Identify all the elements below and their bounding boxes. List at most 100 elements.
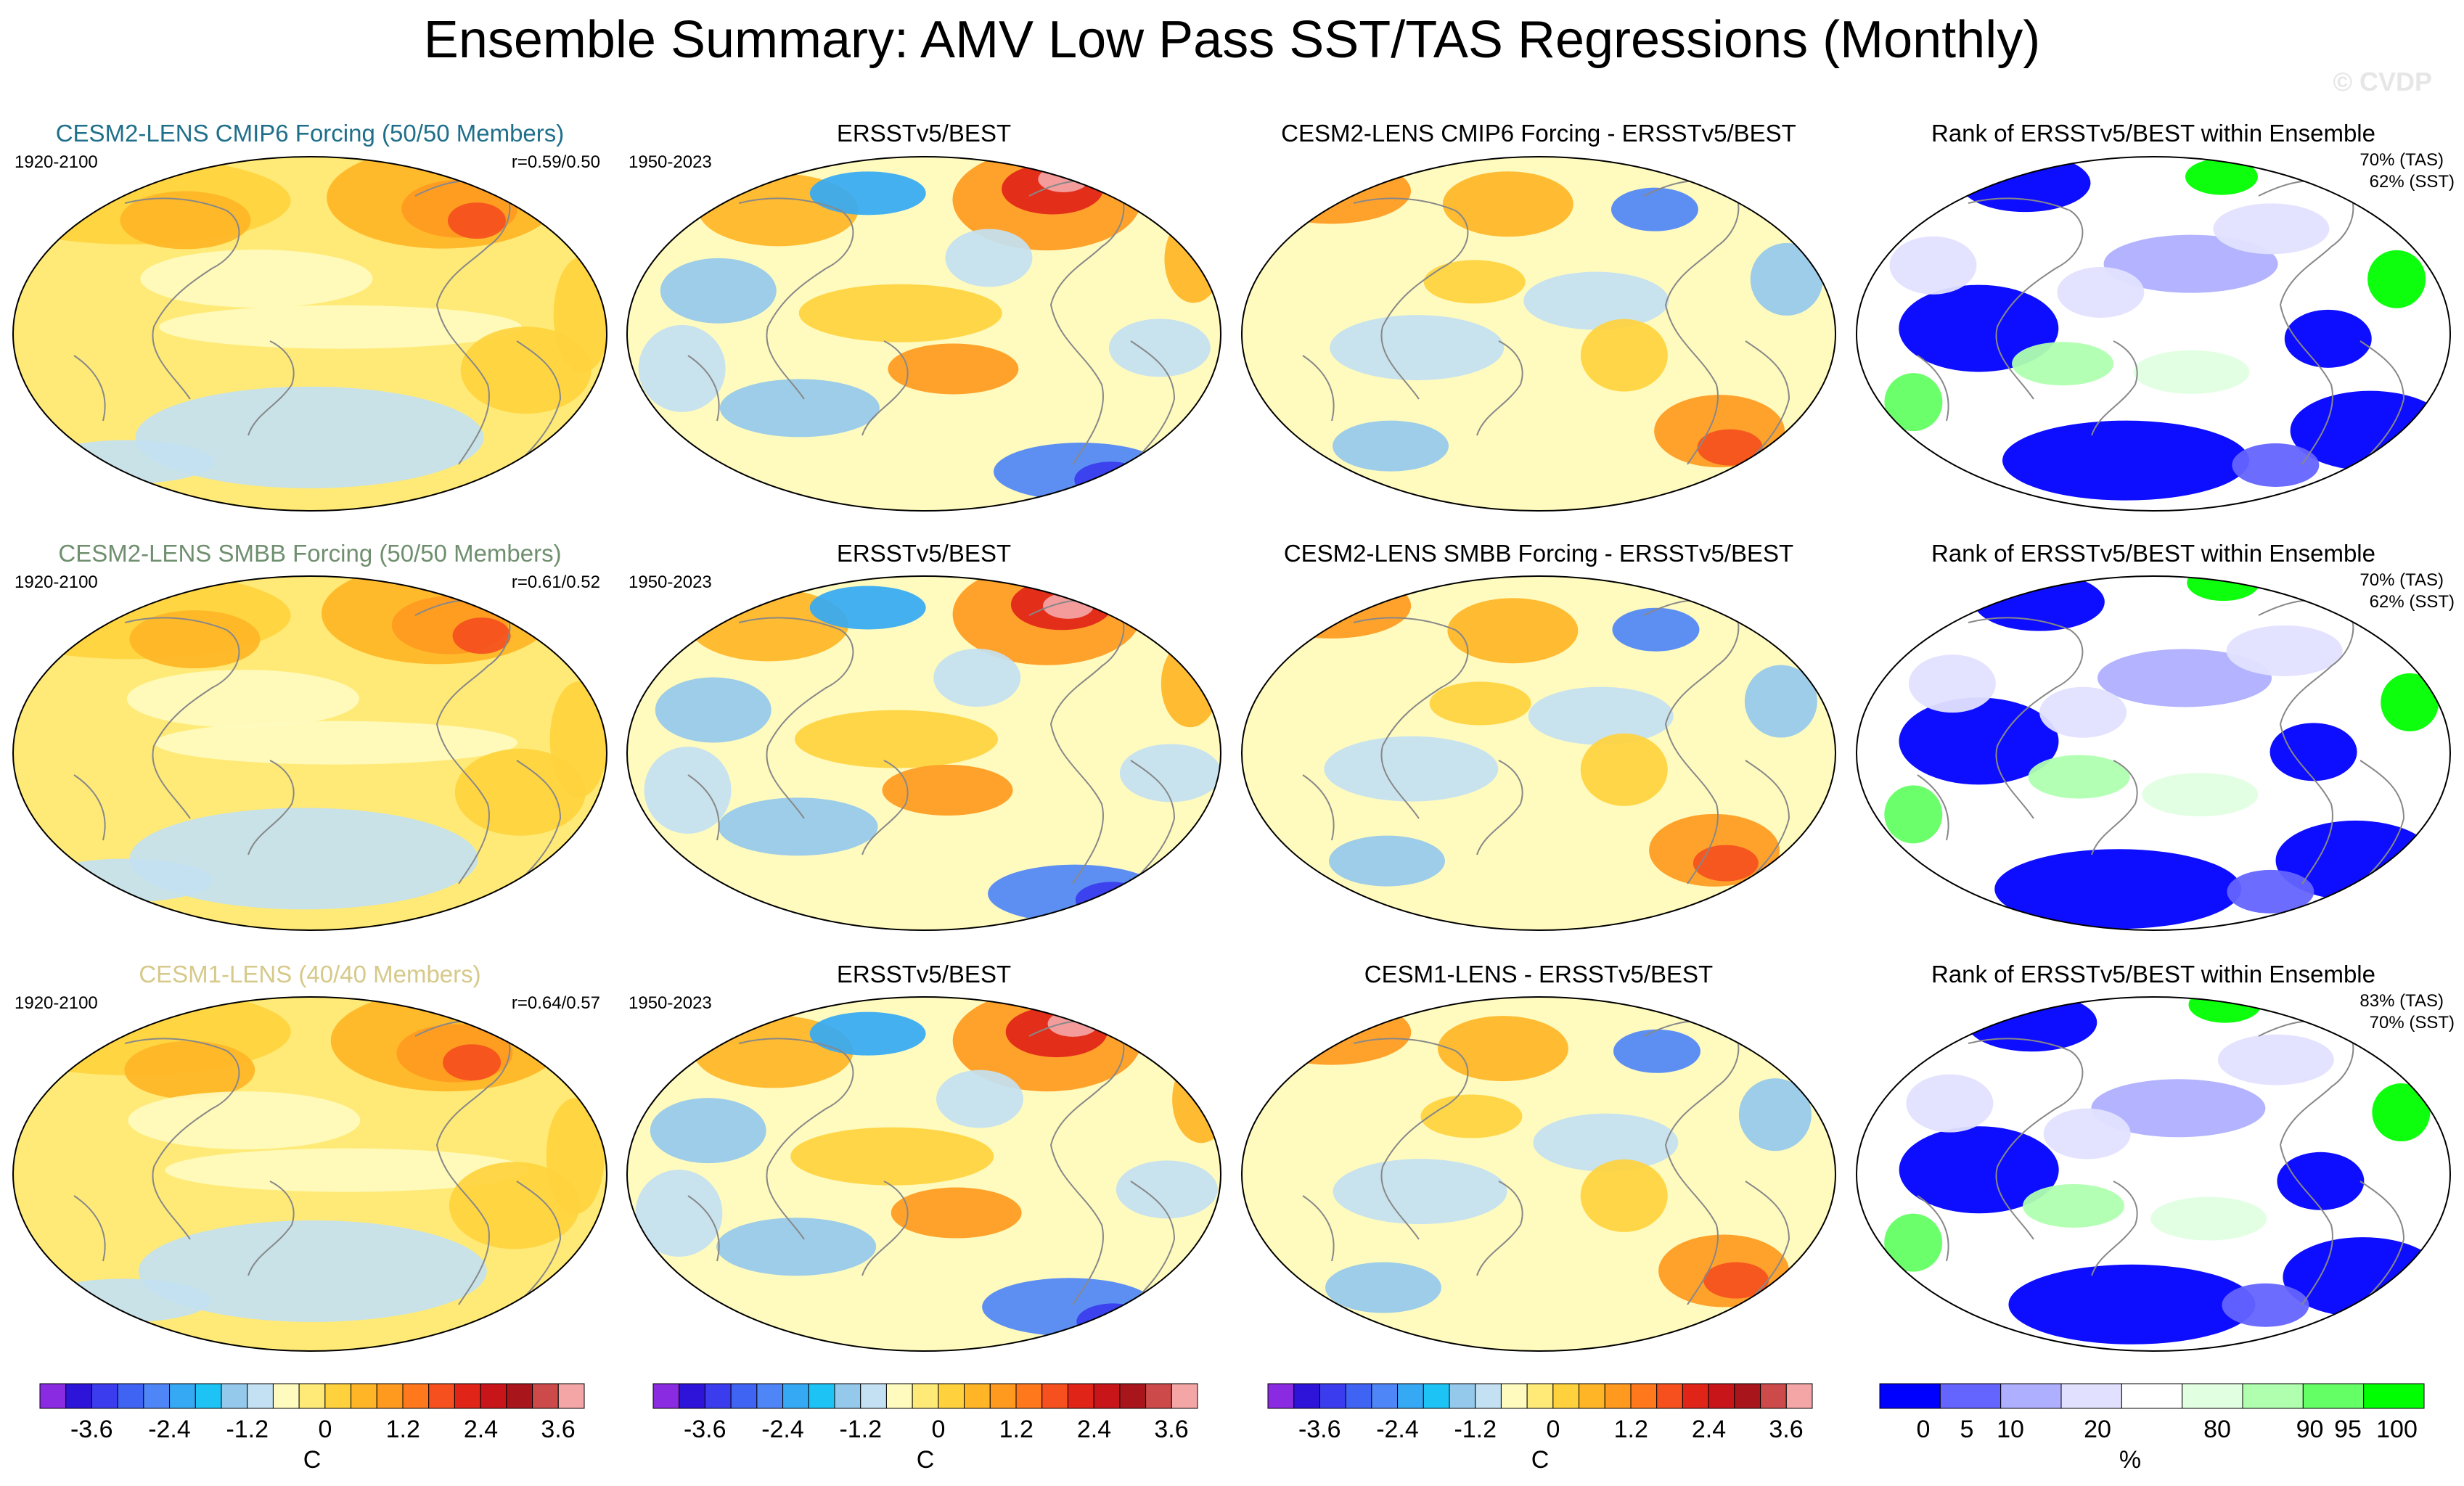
temperature-colorbar-3-unit-label: C [1531,1446,1550,1474]
obs-period-row2: 1950-2023 [629,572,712,592]
rank-colorbar-swatch [1879,1383,1941,1409]
temperature-colorbar-2-swatch [652,1383,680,1409]
temperature-colorbar-2-swatch [782,1383,809,1409]
rank-colorbar-swatch [1939,1383,2002,1409]
temperature-colorbar-1-swatch [480,1383,507,1409]
rank-sst-row2: 62% (SST) [2369,592,2455,612]
model-period-row1: 1920-2100 [15,152,98,172]
temperature-colorbar-1-swatch [454,1383,481,1409]
obs-map-row2 [623,572,1225,938]
obs-map-row1 [623,152,1225,519]
temperature-colorbar-1-swatch [117,1383,144,1409]
model-map-row1 [9,152,611,519]
obs-map-row3 [623,993,1225,1359]
temperature-colorbar-3-swatch [1579,1383,1605,1409]
rank-colorbar-tick-label: 100 [2376,1416,2418,1443]
temperature-colorbar-3-swatch [1604,1383,1632,1409]
rank-tas-row3: 83% (TAS) [2359,991,2444,1011]
temperature-colorbar-1-swatch [351,1383,377,1409]
temperature-colorbar-2-swatch [860,1383,887,1409]
temperature-colorbar-2-swatch [912,1383,939,1409]
rank-colorbar-tick-label: 90 [2296,1416,2324,1443]
temperature-colorbar-1-tick-label: 0 [319,1416,332,1443]
temperature-colorbar-1-tick-label: -1.2 [226,1416,269,1443]
rank-colorbar-swatch [2302,1383,2365,1409]
temperature-colorbar-2-swatch [834,1383,861,1409]
temperature-colorbar-1-swatch [65,1383,92,1409]
rank-sst-row1: 62% (SST) [2369,172,2455,192]
temperature-colorbar-2-swatch [1171,1383,1198,1409]
obs-period-row3: 1950-2023 [629,993,712,1013]
temperature-colorbar-1: -3.6 -2.4 -1.2 0 1.2 2.4 3.6 C [33,1382,592,1484]
temperature-colorbar-3-swatch [1475,1383,1502,1409]
temperature-colorbar-2-tick-label: 0 [932,1416,946,1443]
temperature-colorbar-3-tick-label: 1.2 [1614,1416,1648,1443]
temperature-colorbar-2-swatch [964,1383,991,1409]
map-diff-2 [1241,996,1836,1352]
temperature-colorbar-1-swatch [506,1383,533,1409]
map-diff-0 [1241,156,1836,512]
temperature-colorbar-2-tick-label: 3.6 [1154,1416,1188,1443]
temperature-colorbar-1-swatch [324,1383,352,1409]
rank-colorbar-swatch [2121,1383,2183,1409]
main-title: Ensemble Summary: AMV Low Pass SST/TAS R… [423,11,2041,69]
rank-sst-row3: 70% (SST) [2369,1013,2455,1033]
rank-colorbar-swatch [2000,1383,2062,1409]
model-panel-title-row1: CESM2-LENS CMIP6 Forcing (50/50 Members) [55,120,565,147]
obs-panel-title-row2: ERSSTv5/BEST [836,540,1012,567]
map-rank-1 [1856,575,2451,931]
temperature-colorbar-3-swatch [1500,1383,1528,1409]
temperature-colorbar-3-swatch [1371,1383,1399,1409]
temperature-colorbar-1-tick-label: -2.4 [148,1416,191,1443]
map-model-2 [12,996,607,1352]
temperature-colorbar-3-swatch [1734,1383,1761,1409]
temperature-colorbar-3-swatch [1293,1383,1320,1409]
rank-colorbar-tick-label: 0 [1917,1416,1931,1443]
temperature-colorbar-1-swatch [532,1383,559,1409]
temperature-colorbar-1-swatch [402,1383,430,1409]
map-obs-2 [626,996,1221,1352]
temperature-colorbar-1-swatch [272,1383,300,1409]
temperature-colorbar-3-tick-label: 0 [1547,1416,1560,1443]
rank-colorbar-swatch [2363,1383,2425,1409]
temperature-colorbar-2-tick-label: -1.2 [839,1416,882,1443]
temperature-colorbar-2-swatch [730,1383,758,1409]
model-period-row2: 1920-2100 [15,572,98,592]
temperature-colorbar-3-tick-label: -2.4 [1376,1416,1419,1443]
map-obs-1 [626,575,1221,931]
temperature-colorbar-2-swatch [1145,1383,1172,1409]
pattern-correlation-row1: r=0.59/0.50 [511,152,600,172]
temperature-colorbar-3-tick-label: 3.6 [1769,1416,1803,1443]
temperature-colorbar-1-swatch [298,1383,326,1409]
temperature-colorbar-3-swatch [1785,1383,1813,1409]
map-rank-2 [1856,996,2451,1352]
temperature-colorbar-2-swatch [938,1383,965,1409]
temperature-colorbar-2-swatch [885,1383,913,1409]
rank-panel-title-row3: Rank of ERSSTv5/BEST within Ensemble [1931,961,2375,988]
diff-panel-title-row3: CESM1-LENS - ERSSTv5/BEST [1364,961,1714,988]
diff-map-row1 [1237,152,1840,519]
rank-colorbar-tick-label: 20 [2084,1416,2111,1443]
rank-colorbar-unit-label: % [2119,1446,2141,1474]
model-map-row3 [9,993,611,1359]
temperature-colorbar-3-tick-label: 2.4 [1692,1416,1726,1443]
temperature-colorbar-1-swatch [169,1383,196,1409]
temperature-colorbar-2-swatch [989,1383,1017,1409]
rank-colorbar-swatch [2060,1383,2122,1409]
temperature-colorbar-2-tick-label: 2.4 [1077,1416,1111,1443]
rank-panel-title-row1: Rank of ERSSTv5/BEST within Ensemble [1931,120,2375,147]
map-rank-0 [1856,156,2451,512]
rank-map-row3 [1852,993,2455,1359]
temperature-colorbar-3-swatch [1552,1383,1580,1409]
diff-panel-title-row1: CESM2-LENS CMIP6 Forcing - ERSSTv5/BEST [1281,120,1796,147]
model-panel-title-row2: CESM2-LENS SMBB Forcing (50/50 Members) [58,540,562,567]
temperature-colorbar-3-swatch [1760,1383,1787,1409]
temperature-colorbar-3-swatch [1319,1383,1346,1409]
temperature-colorbar-2: -3.6 -2.4 -1.2 0 1.2 2.4 3.6 C [646,1382,1205,1484]
diff-map-row3 [1237,993,1840,1359]
map-diff-1 [1241,575,1836,931]
temperature-colorbar-3-swatch [1397,1383,1424,1409]
temperature-colorbar-3-swatch [1708,1383,1735,1409]
temperature-colorbar-3-swatch [1345,1383,1372,1409]
cvdp-watermark: © CVDP [2333,67,2432,97]
